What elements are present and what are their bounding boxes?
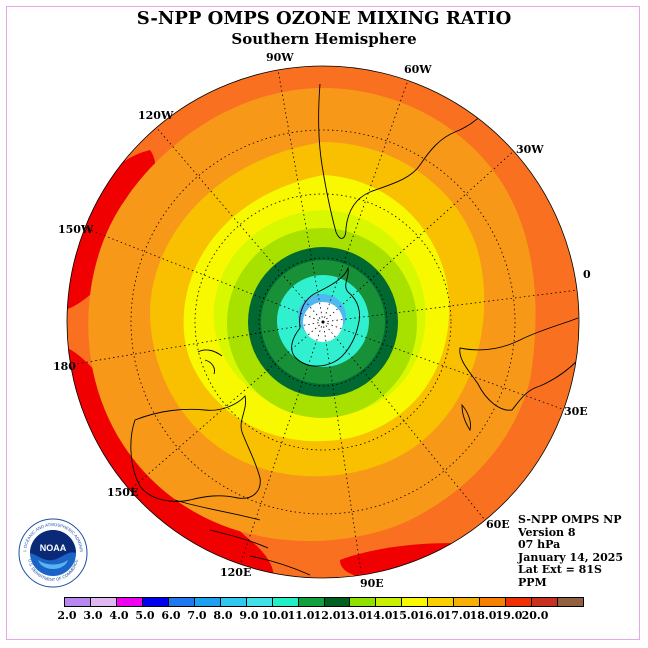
lon-label-150w: 150W bbox=[58, 223, 94, 236]
meridians bbox=[69, 69, 579, 578]
colorbar-segment bbox=[298, 598, 325, 606]
colorbar-segment bbox=[194, 598, 221, 606]
colorbar bbox=[64, 597, 584, 607]
date-text: January 14, 2025 bbox=[518, 550, 624, 564]
lon-label-30w: 30W bbox=[516, 143, 544, 156]
colorbar-tick-label: 20.0 bbox=[521, 609, 549, 622]
lat-ext-text: Lat Ext = 81S bbox=[518, 563, 602, 577]
latitude-circles bbox=[130, 129, 516, 515]
version-text: Version 8 bbox=[518, 525, 576, 539]
zone-red-west bbox=[67, 150, 156, 310]
colorbar-tick-label: 7.0 bbox=[187, 609, 207, 622]
colorbar-segment bbox=[376, 598, 403, 606]
noaa-logo: NOAA NATIONAL OCEANIC AND ATMOSPHERIC AD… bbox=[18, 518, 88, 588]
lon-label-90w: 90W bbox=[266, 51, 294, 64]
lon-label-30e: 30E bbox=[564, 405, 588, 418]
ozone-field bbox=[67, 66, 579, 578]
colorbar-segment bbox=[65, 598, 91, 606]
colorbar-tick-label: 14.0 bbox=[365, 609, 393, 622]
colorbar-segment bbox=[506, 598, 533, 606]
colorbar-tick-label: 4.0 bbox=[109, 609, 129, 622]
colorbar-tick-label: 19.0 bbox=[495, 609, 523, 622]
colorbar-tick-label: 18.0 bbox=[469, 609, 497, 622]
units-text: PPM bbox=[518, 575, 547, 589]
lon-label-180: 180 bbox=[53, 360, 76, 373]
colorbar-segment bbox=[558, 598, 584, 606]
map-boundary bbox=[66, 65, 580, 579]
colorbar-segment bbox=[220, 598, 247, 606]
colorbar-segment bbox=[350, 598, 377, 606]
colorbar-segment bbox=[272, 598, 299, 606]
lon-label-60w: 60W bbox=[404, 63, 432, 76]
noaa-logo-text: NOAA bbox=[40, 543, 67, 553]
colorbar-segment bbox=[428, 598, 455, 606]
colorbar-tick-label: 17.0 bbox=[443, 609, 471, 622]
coastlines bbox=[130, 83, 579, 576]
lon-label-150e: 150E bbox=[107, 486, 139, 499]
lon-label-120e: 120E bbox=[220, 566, 252, 579]
colorbar-segment bbox=[90, 598, 117, 606]
colorbar-segment bbox=[246, 598, 273, 606]
level-text: 07 hPa bbox=[518, 538, 561, 552]
colorbar-tick-label: 10.0 bbox=[261, 609, 289, 622]
lon-label-0: 0 bbox=[583, 268, 591, 281]
figure-frame bbox=[6, 6, 640, 640]
colorbar-tick-label: 12.0 bbox=[313, 609, 341, 622]
colorbar-tick-label: 6.0 bbox=[161, 609, 181, 622]
colorbar-tick-label: 11.0 bbox=[287, 609, 315, 622]
lon-label-60e: 60E bbox=[486, 518, 510, 531]
colorbar-segment bbox=[454, 598, 481, 606]
colorbar-tick-label: 9.0 bbox=[239, 609, 259, 622]
map-subtitle: Southern Hemisphere bbox=[231, 30, 417, 48]
lon-label-120w: 120W bbox=[138, 109, 174, 122]
colorbar-tick-label: 8.0 bbox=[213, 609, 233, 622]
colorbar-tick-label: 13.0 bbox=[339, 609, 367, 622]
colorbar-segment bbox=[480, 598, 507, 606]
colorbar-tick-label: 3.0 bbox=[83, 609, 103, 622]
colorbar-segment bbox=[324, 598, 351, 606]
colorbar-tick-label: 16.0 bbox=[417, 609, 445, 622]
product-info: S-NPP OMPS NP Version 8 07 hPa January 1… bbox=[518, 513, 624, 590]
colorbar-segment bbox=[116, 598, 143, 606]
colorbar-segment bbox=[402, 598, 429, 606]
lon-label-90e: 90E bbox=[360, 577, 384, 590]
colorbar-segment bbox=[532, 598, 559, 606]
instrument-text: S-NPP OMPS NP bbox=[518, 513, 622, 526]
colorbar-segment bbox=[142, 598, 169, 606]
colorbar-tick-label: 2.0 bbox=[57, 609, 77, 622]
colorbar-tick-label: 5.0 bbox=[135, 609, 155, 622]
map-title: S-NPP OMPS OZONE MIXING RATIO bbox=[136, 8, 512, 29]
colorbar-segment bbox=[168, 598, 195, 606]
colorbar-tick-label: 15.0 bbox=[391, 609, 419, 622]
